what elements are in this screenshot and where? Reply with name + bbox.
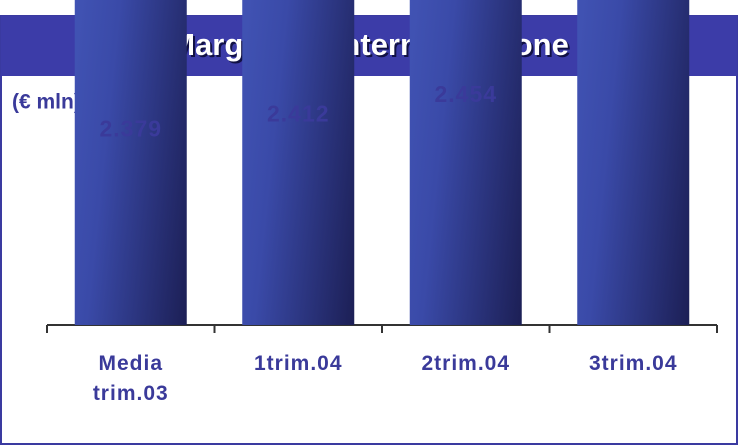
unit-label: (€ mln) [12, 91, 81, 114]
total-label: 2.412 [267, 101, 330, 127]
x-tick-label: Media trim.03 [92, 352, 169, 405]
total-label: 2.454 [434, 81, 497, 107]
x-tick-label: 3trim.04 [588, 352, 678, 375]
bar-segment [577, 0, 690, 325]
x-tick-label: 2trim.04 [421, 352, 511, 375]
total-label: 2.379 [99, 116, 162, 142]
bar-segment [409, 0, 522, 326]
x-tick-label: 1trim.04 [253, 352, 343, 375]
bar-segment [242, 0, 355, 325]
bar-segment [74, 0, 187, 326]
